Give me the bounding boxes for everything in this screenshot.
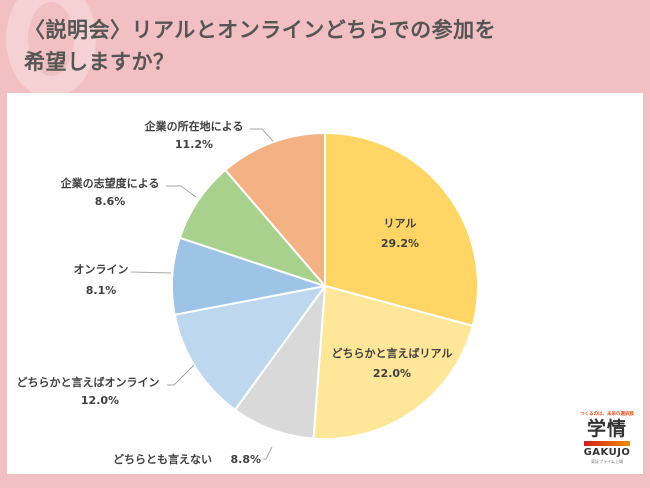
value-company-location: 11.2% [175,138,213,151]
logo-tagline: つくるのは、未来の選択肢 [580,412,634,417]
logo-gradient-bar [584,441,630,446]
label-neither: どちらとも言えない [113,452,212,466]
slice-real [324,132,479,327]
leader-company-location [250,128,274,142]
leader-somewhat-online [167,364,195,386]
value-somewhat-real: 22.0% [373,367,411,380]
leader-neither [263,446,273,460]
leader-online [130,271,172,274]
value-real: 29.2% [381,237,419,250]
title-line-2: 希望しますか？ [24,50,175,74]
slice-company-location [224,132,326,287]
slice-company-desire [178,169,326,287]
value-online: 8.1% [86,284,117,297]
slice-neither [234,285,326,440]
leader-company-desire [166,185,197,198]
slice-somewhat-online [173,285,326,411]
value-company-desire: 8.6% [95,195,126,208]
label-somewhat-online: どちらかと言えばオンライン [17,375,160,389]
label-real: リアル [384,217,417,230]
logo-kanji: 学情 [586,418,627,440]
logo-brand: GAKUJO [583,447,631,458]
slice-somewhat-real [312,285,474,441]
value-neither: 8.8% [230,453,261,466]
label-company-location: 企業の所在地による [144,119,244,133]
gakujo-logo: つくるのは、未来の選択肢 学情 GAKUJO 東証プライム上場 [574,408,640,470]
label-online: オンライン [74,263,129,276]
value-somewhat-online: 12.0% [81,394,119,407]
page-title: 〈説明会〉リアルとオンラインどちらでの参加を 希望しますか？ [24,14,624,78]
label-somewhat-real: どちらかと言えばリアル [332,346,453,360]
title-line-1: 〈説明会〉リアルとオンラインどちらでの参加を [24,18,497,42]
label-company-desire: 企業の志望度による [60,176,160,190]
logo-sub: 東証プライム上場 [591,459,623,464]
